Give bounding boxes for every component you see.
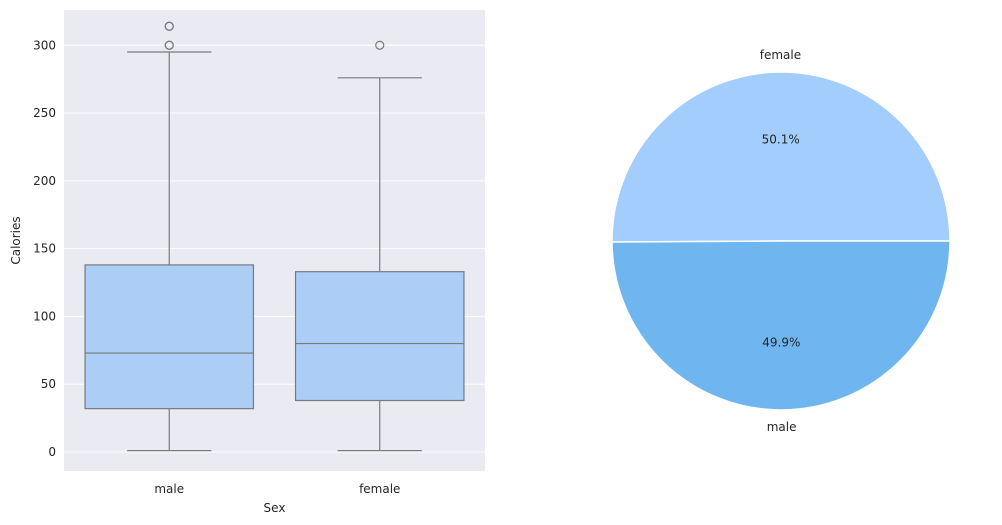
x-tick-label: male — [154, 482, 184, 496]
y-axis-label: Calories — [9, 216, 23, 264]
box-plot: 0 50 100 150 200 250 300 male female Sex Calori… — [9, 10, 485, 515]
box-female — [294, 40, 465, 452]
pie-slice-female — [611, 71, 951, 243]
y-tick-label: 50 — [41, 377, 56, 391]
x-tick-label: female — [359, 482, 400, 496]
y-tick-label: 0 — [48, 445, 56, 459]
boxes — [84, 21, 465, 452]
box-male — [84, 21, 255, 452]
outlier-point — [164, 21, 174, 31]
x-axis-label: Sex — [264, 501, 286, 515]
y-tick-label: 150 — [33, 242, 56, 256]
pie-chart: female 50.1% male 49.9% — [611, 48, 951, 434]
box-iqr — [294, 271, 465, 402]
pie-label-male: male — [767, 420, 797, 434]
y-tick-label: 200 — [33, 174, 56, 188]
box-iqr — [84, 264, 255, 410]
pie-pct-female: 50.1% — [762, 133, 800, 147]
pie-slice-male — [611, 240, 951, 411]
outlier-point — [375, 40, 385, 50]
y-tick-labels: 0 50 100 150 200 250 300 — [33, 38, 56, 459]
x-tick-labels: male female — [154, 482, 400, 496]
pie-label-female: female — [760, 48, 801, 62]
y-tick-label: 300 — [33, 38, 56, 52]
pie-pct-male: 49.9% — [762, 335, 800, 349]
y-tick-label: 100 — [33, 309, 56, 323]
y-tick-label: 250 — [33, 106, 56, 120]
outlier-point — [164, 40, 174, 50]
